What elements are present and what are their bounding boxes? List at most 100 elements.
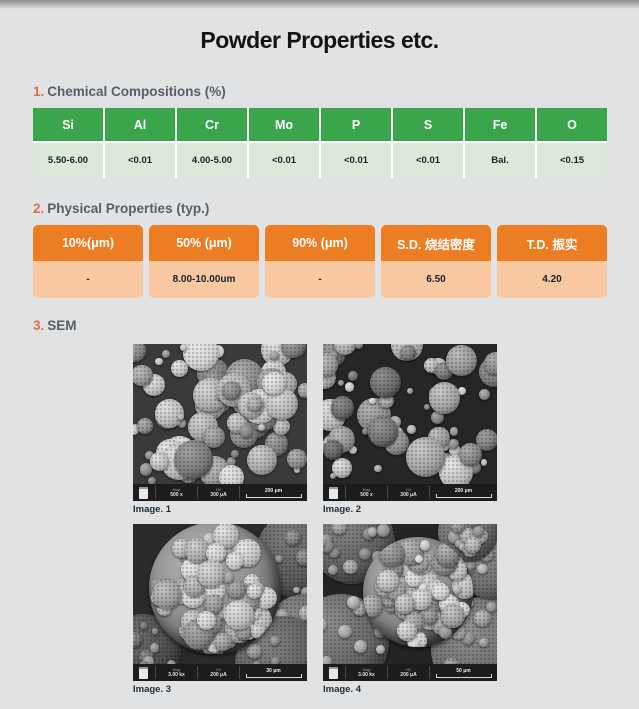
sem-hv-readout: HV 200 μA <box>387 666 429 679</box>
phys-header-cell: T.D. 振实 <box>497 225 607 261</box>
section-chemical-compositions: 1. Chemical Compositions (%) Si Al Cr Mo … <box>33 84 607 178</box>
chem-header-cell: Si <box>33 108 103 141</box>
sem-figure-3: Mag 3.00 kx HV 200 μA 30 μm <box>133 524 307 695</box>
sem-mag-readout: Mag 3.00 kx <box>345 666 387 679</box>
sem-scale-bar: 200 μm <box>239 486 307 499</box>
sem-mag-value: 3.00 kx <box>358 672 375 678</box>
section-number: 2. <box>33 201 45 216</box>
sem-hv-value: 300 μA <box>210 492 227 498</box>
sem-mag-label: Mag <box>172 487 181 492</box>
sem-figure-2: Mag 500 x HV 300 μA 200 μm <box>323 344 497 515</box>
chem-header-cell: Cr <box>177 108 247 141</box>
phys-header-cell: S.D. 烧结密度 <box>381 225 491 261</box>
section-heading-physical: 2. Physical Properties (typ.) <box>33 201 607 217</box>
sem-photo-area <box>323 344 497 484</box>
sem-scale-label: 200 μm <box>264 487 283 494</box>
sem-mag-value: 500 x <box>360 492 373 498</box>
sem-caption-3: Image. 3 <box>133 684 172 695</box>
page-content: 1. Chemical Compositions (%) Si Al Cr Mo … <box>0 84 639 695</box>
sem-scale-bar: 200 μm <box>429 486 497 499</box>
sem-photo-area <box>133 524 307 664</box>
chem-value-cell: Bal. <box>465 143 535 178</box>
sem-hv-readout: HV 300 μA <box>387 486 429 499</box>
sem-caption-4: Image. 4 <box>323 684 362 695</box>
sem-scale-bar: 50 μm <box>429 666 497 679</box>
sem-figure-4: Mag 3.00 kx HV 200 μA 50 μm <box>323 524 497 695</box>
sem-scale-label: 50 μm <box>456 667 471 674</box>
sem-hv-value: 300 μA <box>400 492 417 498</box>
sem-logo-icon <box>329 486 338 499</box>
section-heading-chemical: 1. Chemical Compositions (%) <box>33 84 607 100</box>
sem-scale-bar: 30 μm <box>239 666 307 679</box>
sem-scale-label: 30 μm <box>266 667 281 674</box>
phys-column: 50% (μm) 8.00-10.00um <box>149 225 259 298</box>
phys-header-cell: 90% (μm) <box>265 225 375 261</box>
sem-mag-readout: Mag 500 x <box>155 486 197 499</box>
chem-value-cell: <0.01 <box>321 143 391 178</box>
section-sem: 3. SEM Mag 500 x HV <box>33 318 607 695</box>
sem-figure-1: Mag 500 x HV 300 μA 200 μm <box>133 344 307 515</box>
chem-header-cell: Al <box>105 108 175 141</box>
chemical-composition-table: Si Al Cr Mo P S Fe O 5.50-6.00 <0.01 4.0… <box>33 108 607 178</box>
chem-value-cell: 4.00-5.00 <box>177 143 247 178</box>
sem-mag-label: Mag <box>172 667 181 672</box>
sem-mag-readout: Mag 3.00 kx <box>155 666 197 679</box>
sem-mag-readout: Mag 500 x <box>345 486 387 499</box>
phys-value-cell: 4.20 <box>497 261 607 298</box>
chem-value-cell: 5.50-6.00 <box>33 143 103 178</box>
section-number: 3. <box>33 318 45 333</box>
sem-micrograph-4: Mag 3.00 kx HV 200 μA 50 μm <box>323 524 497 681</box>
phys-header-cell: 10%(μm) <box>33 225 143 261</box>
phys-column: T.D. 振实 4.20 <box>497 225 607 298</box>
sem-hv-label: HV <box>405 487 412 492</box>
sem-scale-line <box>435 673 492 678</box>
sem-hv-value: 200 μA <box>210 672 227 678</box>
chem-header-cell: Mo <box>249 108 319 141</box>
chem-value-cell: <0.15 <box>537 143 607 178</box>
sem-info-bar: Mag 500 x HV 300 μA 200 μm <box>323 484 497 501</box>
sem-logo-icon <box>139 666 148 679</box>
chem-header-cell: S <box>393 108 463 141</box>
chem-value-cell: <0.01 <box>393 143 463 178</box>
sem-mag-label: Mag <box>362 667 371 672</box>
section-title-text: Chemical Compositions (%) <box>47 84 226 99</box>
sem-hv-label: HV <box>215 667 222 672</box>
phys-value-cell: 8.00-10.00um <box>149 261 259 298</box>
phys-column: 10%(μm) - <box>33 225 143 298</box>
sem-info-bar: Mag 3.00 kx HV 200 μA 30 μm <box>133 664 307 681</box>
sem-hv-label: HV <box>405 667 412 672</box>
sem-logo-icon <box>139 486 148 499</box>
sem-caption-2: Image. 2 <box>323 504 362 515</box>
section-title-text: SEM <box>47 318 77 333</box>
sem-info-bar: Mag 500 x HV 300 μA 200 μm <box>133 484 307 501</box>
chem-header-cell: P <box>321 108 391 141</box>
sem-micrograph-2: Mag 500 x HV 300 μA 200 μm <box>323 344 497 501</box>
sem-hv-readout: HV 300 μA <box>197 486 239 499</box>
sem-logo-icon <box>329 666 338 679</box>
phys-column: S.D. 烧结密度 6.50 <box>381 225 491 298</box>
chem-value-cell: <0.01 <box>249 143 319 178</box>
chem-header-cell: Fe <box>465 108 535 141</box>
sem-scale-line <box>435 493 492 498</box>
sem-hv-readout: HV 200 μA <box>197 666 239 679</box>
physical-properties-table: 10%(μm) - 50% (μm) 8.00-10.00um 90% (μm)… <box>33 225 607 298</box>
sem-info-bar: Mag 3.00 kx HV 200 μA 50 μm <box>323 664 497 681</box>
sem-caption-1: Image. 1 <box>133 504 172 515</box>
sem-scale-label: 200 μm <box>454 487 473 494</box>
chem-value-cell: <0.01 <box>105 143 175 178</box>
sem-mag-label: Mag <box>362 487 371 492</box>
sem-micrograph-3: Mag 3.00 kx HV 200 μA 30 μm <box>133 524 307 681</box>
page-title: Powder Properties etc. <box>200 27 439 53</box>
sem-photo-area <box>133 344 307 484</box>
section-number: 1. <box>33 84 45 99</box>
section-heading-sem: 3. SEM <box>33 318 607 334</box>
sem-scale-line <box>245 673 302 678</box>
sem-image-grid: Mag 500 x HV 300 μA 200 μm <box>133 344 497 695</box>
section-title-text: Physical Properties (typ.) <box>47 201 210 216</box>
phys-value-cell: - <box>265 261 375 298</box>
sem-scale-line <box>245 493 302 498</box>
phys-value-cell: - <box>33 261 143 298</box>
chem-header-cell: O <box>537 108 607 141</box>
phys-header-cell: 50% (μm) <box>149 225 259 261</box>
